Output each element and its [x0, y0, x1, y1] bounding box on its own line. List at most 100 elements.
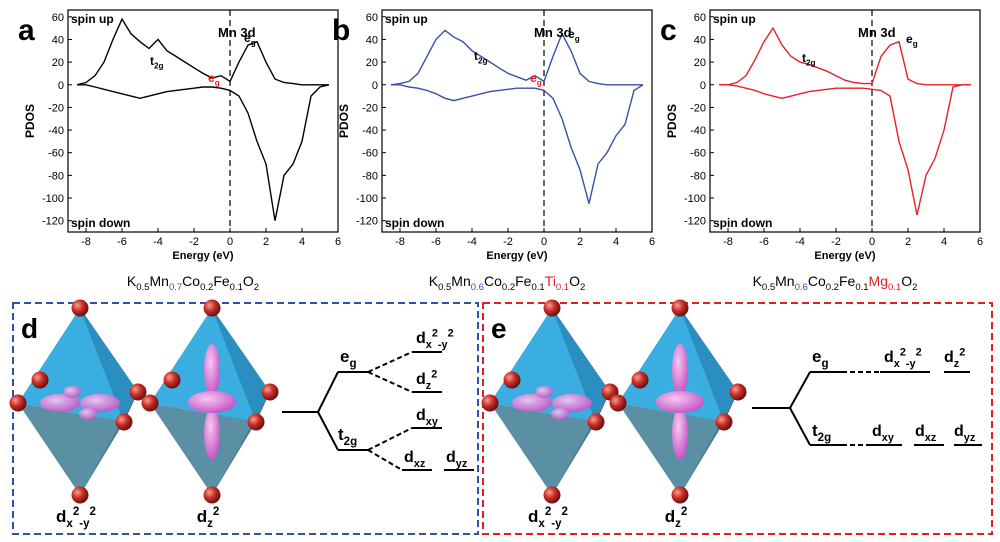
level-label: dx2-y2 — [416, 328, 454, 351]
oxygen-atom — [31, 371, 49, 389]
octahedron-face — [18, 403, 124, 495]
text-part: e — [530, 71, 537, 85]
text-part: g — [215, 79, 220, 88]
plot-frame — [381, 9, 653, 233]
oxygen-atom — [129, 383, 147, 401]
text-part: 0.1 — [888, 282, 901, 293]
y-tick-label: -120 — [356, 216, 378, 228]
x-tick-label: -6 — [117, 236, 127, 248]
level-line — [317, 411, 339, 451]
text-part: O — [243, 273, 254, 289]
orbital-label: dx2-y2 — [56, 506, 96, 530]
text-part: 0.6 — [795, 282, 808, 293]
level-label: dxy — [416, 407, 438, 428]
spin-down-label: spin down — [385, 216, 444, 230]
text-part: K — [127, 273, 137, 289]
text-part: -y — [79, 518, 90, 530]
y-tick-label: 40 — [694, 34, 706, 46]
text-part: K — [429, 273, 439, 289]
x-tick-label: -8 — [723, 236, 733, 248]
text-part: d — [446, 449, 456, 466]
text-part: d — [944, 349, 954, 366]
group-label: eg — [340, 347, 357, 370]
eg-label: eg — [906, 32, 918, 49]
text-part: 0.2 — [826, 282, 839, 293]
text-part: Fe — [839, 273, 856, 289]
oxygen-atom — [71, 299, 89, 317]
oxygen-atom — [671, 299, 689, 317]
x-tick-label: 6 — [649, 236, 655, 248]
orbital-lobe — [188, 391, 236, 413]
eg-label: eg — [530, 71, 542, 88]
text-part: 2 — [73, 506, 79, 518]
text-part: 0.1 — [531, 282, 544, 293]
y-tick-label: 60 — [694, 12, 706, 24]
text-part: g — [913, 40, 918, 49]
text-part: 0.5 — [762, 282, 775, 293]
eg-label: eg — [244, 31, 256, 48]
oxygen-atom — [247, 413, 265, 431]
text-part: O — [569, 273, 580, 289]
panel-label: c — [660, 14, 677, 47]
text-part: 2g — [806, 59, 816, 68]
text-part: Mn — [149, 273, 168, 289]
pdos-line — [719, 84, 971, 216]
x-tick-label: 0 — [869, 236, 875, 248]
level-line — [317, 371, 339, 413]
y-tick-label: 20 — [366, 57, 378, 69]
text-part: d — [954, 423, 964, 440]
text-part: d — [416, 371, 426, 388]
octahedron-face — [552, 308, 610, 422]
oxygen-atom — [671, 486, 689, 504]
x-tick-label: -6 — [431, 236, 441, 248]
text-part: xz — [925, 432, 937, 444]
text-part: d — [416, 330, 426, 347]
text-part: x — [538, 518, 545, 530]
text-part: -y — [551, 518, 562, 530]
level-line — [789, 407, 811, 446]
x-tick-label: 0 — [541, 236, 547, 248]
level-line — [367, 371, 413, 393]
y-tick-label: -40 — [362, 125, 378, 137]
panel-label: b — [332, 14, 350, 47]
text-part: 0.2 — [502, 282, 515, 293]
text-part: z — [675, 518, 681, 530]
spin-up-label: spin up — [71, 12, 114, 26]
octahedron-face — [150, 403, 256, 495]
pdos-line — [390, 29, 643, 86]
text-part: Mn — [451, 273, 470, 289]
text-part: O — [901, 273, 912, 289]
y-tick-label: -80 — [690, 170, 706, 182]
y-tick-label: -120 — [684, 216, 706, 228]
t2g-label: t2g — [802, 51, 816, 68]
level-line — [789, 371, 811, 409]
octahedron-face — [618, 403, 724, 495]
y-tick-label: 0 — [372, 80, 378, 92]
text-part: Mg — [869, 273, 888, 289]
y-tick-label: -20 — [362, 102, 378, 114]
text-part: yz — [964, 432, 976, 444]
text-part: d — [56, 507, 66, 526]
x-tick-label: 4 — [299, 236, 305, 248]
text-part: Co — [484, 273, 502, 289]
orbital-lobe — [79, 408, 97, 420]
orbital-lobe — [656, 391, 704, 413]
text-part: d — [915, 423, 925, 440]
y-tick-label: -20 — [48, 102, 64, 114]
x-tick-label: -8 — [81, 236, 91, 248]
octahedron-face — [18, 308, 124, 422]
pdos-line — [719, 26, 971, 86]
spin-up-label: spin up — [385, 12, 428, 26]
panel-label: d — [21, 313, 38, 344]
x-tick-label: 2 — [263, 236, 269, 248]
level-label: dxy — [872, 423, 894, 444]
text-part: t — [338, 425, 344, 444]
y-tick-label: -60 — [362, 148, 378, 160]
octahedron-face — [490, 308, 596, 422]
panel-border — [482, 302, 993, 535]
octahedron-face — [212, 308, 270, 422]
oxygen-atom — [503, 371, 521, 389]
formula: K0.5Mn0.6Co0.2Fe0.1Ti0.1O2 — [429, 273, 586, 293]
y-tick-label: 0 — [58, 80, 64, 92]
